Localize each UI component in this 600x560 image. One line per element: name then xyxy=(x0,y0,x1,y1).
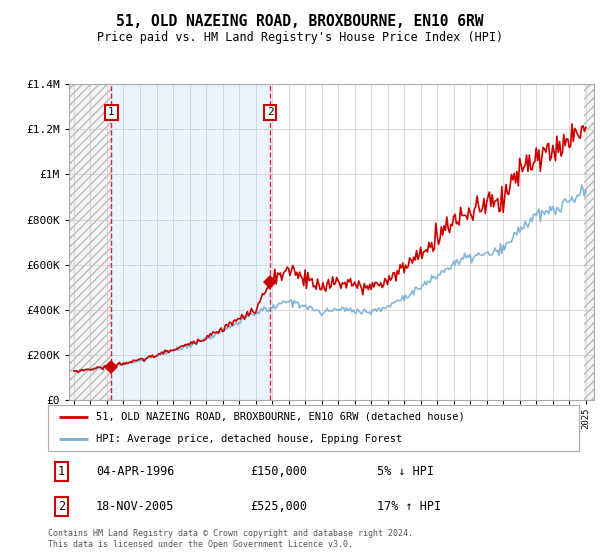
Text: Contains HM Land Registry data © Crown copyright and database right 2024.
This d: Contains HM Land Registry data © Crown c… xyxy=(48,529,413,549)
Bar xyxy=(584,84,594,400)
Text: 2: 2 xyxy=(267,108,274,118)
Text: 17% ↑ HPI: 17% ↑ HPI xyxy=(377,500,442,512)
Text: HPI: Average price, detached house, Epping Forest: HPI: Average price, detached house, Eppi… xyxy=(96,434,402,444)
Text: 1: 1 xyxy=(58,465,65,478)
Text: 2: 2 xyxy=(58,500,65,512)
Text: 04-APR-1996: 04-APR-1996 xyxy=(96,465,174,478)
Text: 18-NOV-2005: 18-NOV-2005 xyxy=(96,500,174,512)
Text: 5% ↓ HPI: 5% ↓ HPI xyxy=(377,465,434,478)
Text: Price paid vs. HM Land Registry's House Price Index (HPI): Price paid vs. HM Land Registry's House … xyxy=(97,31,503,44)
Text: £525,000: £525,000 xyxy=(250,500,307,512)
FancyBboxPatch shape xyxy=(48,405,579,451)
Text: 51, OLD NAZEING ROAD, BROXBOURNE, EN10 6RW (detached house): 51, OLD NAZEING ROAD, BROXBOURNE, EN10 6… xyxy=(96,412,464,422)
Bar xyxy=(69,84,112,400)
Bar xyxy=(584,84,594,400)
Bar xyxy=(112,84,270,400)
Text: £150,000: £150,000 xyxy=(250,465,307,478)
Text: 51, OLD NAZEING ROAD, BROXBOURNE, EN10 6RW: 51, OLD NAZEING ROAD, BROXBOURNE, EN10 6… xyxy=(116,14,484,29)
Text: 1: 1 xyxy=(108,108,115,118)
Bar xyxy=(69,84,112,400)
